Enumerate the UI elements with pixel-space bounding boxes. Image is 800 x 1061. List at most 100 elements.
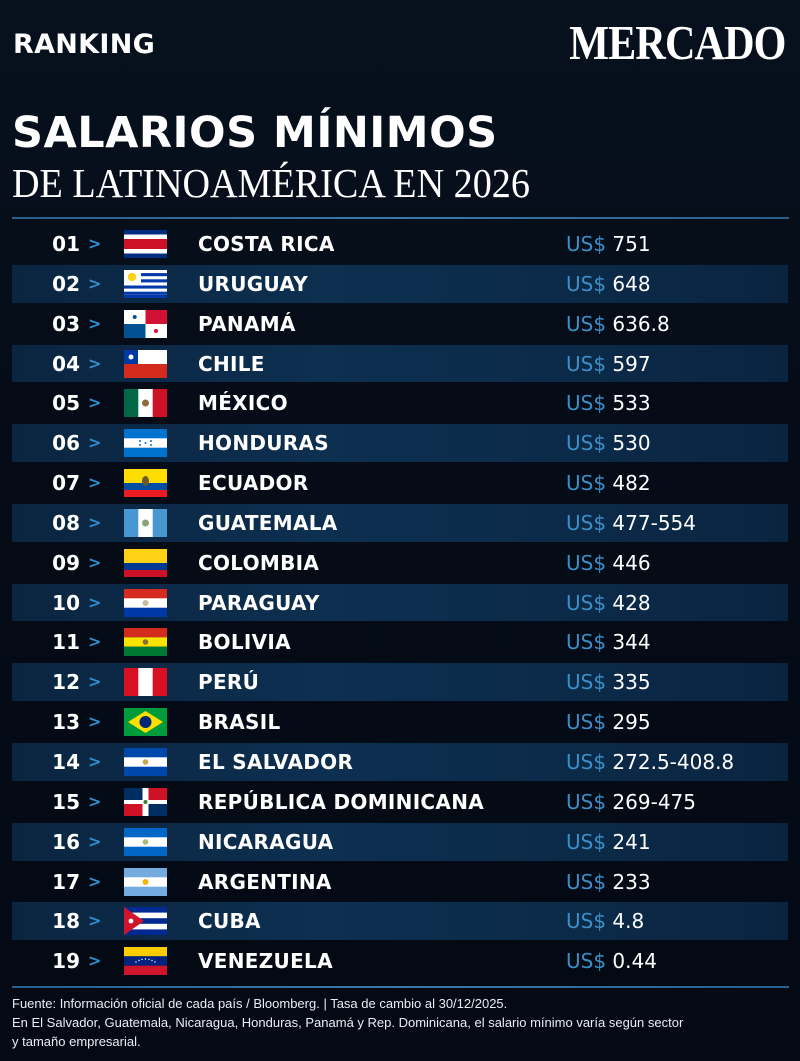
country-name: ECUADOR: [198, 471, 309, 496]
country-name: CHILE: [198, 351, 265, 376]
flag-bolivia-icon: [124, 628, 167, 657]
currency-label: US$: [566, 869, 607, 894]
country-name: PERÚ: [198, 670, 260, 695]
chevron-right-icon: >: [88, 672, 102, 692]
country-name: PARAGUAY: [198, 590, 320, 615]
currency-label: US$: [566, 670, 607, 695]
country-name: CUBA: [198, 909, 261, 934]
salary-value: 0.44: [612, 949, 657, 974]
rank-number: 08: [52, 510, 80, 535]
country-name: EL SALVADOR: [198, 749, 354, 774]
rank-number: 04: [52, 351, 80, 376]
currency-label: US$: [566, 710, 607, 735]
table-row: 03 > PANAMÁ US$ 636.8: [0, 304, 800, 344]
flag-venezuela-icon: [124, 947, 167, 976]
country-name: COSTA RICA: [198, 232, 335, 256]
currency-label: US$: [566, 590, 607, 615]
currency-label: US$: [566, 630, 607, 655]
country-name: URUGUAY: [198, 271, 309, 296]
flag-nicaragua-icon: [124, 827, 167, 856]
rank-number: 16: [52, 829, 80, 854]
rank-number: 15: [52, 789, 80, 814]
flag-panama-icon: [124, 309, 167, 338]
table-row: 19 > VENEZUELA US$ 0.44: [0, 941, 800, 981]
currency-label: US$: [566, 909, 607, 934]
table-row: 10 > PARAGUAY US$ 428: [0, 583, 800, 623]
flag-colombia-icon: [124, 548, 167, 577]
salary-amount: US$ 269-475: [566, 782, 696, 822]
rank-number: 01: [52, 232, 80, 256]
table-row: 12 > PERÚ US$ 335: [0, 662, 800, 702]
table-row: 05 > MÉXICO US$ 533: [0, 383, 800, 423]
currency-label: US$: [566, 949, 607, 974]
chevron-right-icon: >: [88, 393, 102, 413]
currency-label: US$: [566, 471, 607, 496]
salary-value: 344: [612, 630, 651, 655]
rank-number: 03: [52, 311, 80, 336]
salary-value: 335: [612, 670, 651, 695]
page-title: SALARIOS MÍNIMOS: [12, 108, 498, 158]
rank-number: 18: [52, 909, 80, 934]
chevron-right-icon: >: [88, 353, 102, 373]
table-row: 17 > ARGENTINA US$ 233: [0, 862, 800, 902]
chevron-right-icon: >: [88, 313, 102, 333]
currency-label: US$: [566, 391, 607, 416]
currency-label: US$: [566, 232, 607, 256]
table-row: 07 > ECUADOR US$ 482: [0, 463, 800, 503]
salary-value: 482: [612, 471, 651, 496]
salary-amount: US$ 233: [566, 862, 651, 902]
salary-amount: US$ 428: [566, 583, 651, 623]
salary-amount: US$ 530: [566, 423, 651, 463]
flag-peru-icon: [124, 668, 167, 697]
flag-argentina-icon: [124, 867, 167, 896]
salary-amount: US$ 4.8: [566, 901, 644, 941]
currency-label: US$: [566, 351, 607, 376]
flag-guatemala-icon: [124, 508, 167, 537]
salary-value: 477-554: [612, 510, 696, 535]
chevron-right-icon: >: [88, 871, 102, 891]
salary-value: 636.8: [612, 311, 670, 336]
salary-value: 597: [612, 351, 651, 376]
table-row: 18 > CUBA US$ 4.8: [0, 901, 800, 941]
divider-top: [12, 217, 789, 219]
country-name: VENEZUELA: [198, 949, 333, 974]
chevron-right-icon: >: [88, 473, 102, 493]
currency-label: US$: [566, 550, 607, 575]
country-name: REPÚBLICA DOMINICANA: [198, 789, 485, 814]
currency-label: US$: [566, 311, 607, 336]
salary-value: 272.5-408.8: [612, 749, 735, 774]
flag-costa-rica-icon: [124, 230, 167, 258]
rank-number: 13: [52, 710, 80, 735]
salary-value: 233: [612, 869, 651, 894]
rank-number: 06: [52, 431, 80, 456]
salary-amount: US$ 636.8: [566, 304, 670, 344]
chevron-right-icon: >: [88, 234, 102, 253]
table-row: 15 > REPÚBLICA DOMINICANA US$ 269-475: [0, 782, 800, 822]
salary-value: 530: [612, 431, 651, 456]
country-name: COLOMBIA: [198, 550, 320, 575]
table-row: 16 > NICARAGUA US$ 241: [0, 822, 800, 862]
page-subtitle: DE LATINOAMÉRICA EN 2026: [12, 160, 530, 206]
table-row: 02 > URUGUAY US$ 648: [0, 264, 800, 304]
table-row: 04 > CHILE US$ 597: [0, 344, 800, 384]
footer-notes: Fuente: Información oficial de cada país…: [12, 994, 792, 1051]
salary-value: 751: [612, 232, 651, 256]
header: RANKING MERCADO: [0, 0, 800, 100]
divider-bottom: [12, 986, 789, 988]
source-note: Fuente: Información oficial de cada país…: [12, 996, 508, 1011]
salary-amount: US$ 344: [566, 622, 651, 662]
flag-el-salvador-icon: [124, 747, 167, 776]
salary-amount: US$ 597: [566, 344, 651, 384]
table-row: 09 > COLOMBIA US$ 446: [0, 543, 800, 583]
salary-amount: US$ 751: [566, 224, 651, 264]
brand-logo: MERCADO: [569, 15, 787, 70]
salary-value: 241: [612, 829, 651, 854]
rank-number: 12: [52, 670, 80, 695]
rank-number: 10: [52, 590, 80, 615]
country-name: ARGENTINA: [198, 869, 332, 894]
rank-number: 05: [52, 391, 80, 416]
flag-mexico-icon: [124, 389, 167, 418]
rank-number: 09: [52, 550, 80, 575]
salary-value: 533: [612, 391, 651, 416]
chevron-right-icon: >: [88, 751, 102, 771]
